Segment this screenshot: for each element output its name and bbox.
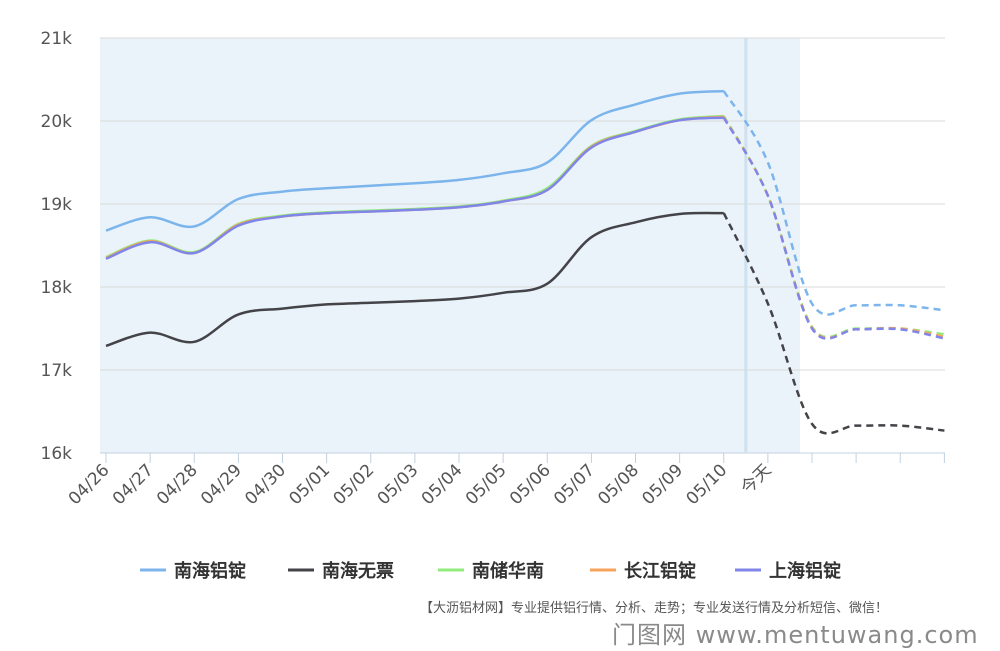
- x-tick-label: 04/30: [241, 460, 290, 509]
- x-tick-label: 05/09: [638, 460, 687, 509]
- series-lines: [105, 89, 945, 435]
- series-line: [105, 116, 724, 260]
- series-line: [105, 89, 724, 232]
- legend-item-label[interactable]: 南储华南: [472, 560, 544, 582]
- x-tick-label: 05/07: [550, 460, 599, 509]
- y-tick-label: 17k: [41, 361, 73, 381]
- legend-item-label[interactable]: 上海铝锭: [769, 560, 841, 582]
- x-tick-label: 05/06: [506, 460, 555, 509]
- x-tick-label: 05/03: [374, 460, 423, 509]
- legend[interactable]: 南海铝锭 南海无票 南储华南 长江铝锭 上海铝锭: [140, 560, 841, 582]
- x-tick-label: 今天: [737, 460, 775, 498]
- x-tick-label: 04/26: [65, 460, 114, 509]
- legend-item-label[interactable]: 南海铝锭: [174, 560, 246, 582]
- x-tick-label: 05/08: [594, 460, 643, 509]
- x-tick-label: 05/05: [462, 460, 511, 509]
- plot-highlight-band: [100, 38, 800, 453]
- series-line-forecast: [722, 117, 945, 340]
- x-tick-label: 04/29: [197, 460, 246, 509]
- series-line-forecast: [722, 212, 945, 435]
- y-tick-label: 21k: [41, 29, 73, 49]
- x-tick-label: 05/04: [418, 460, 467, 509]
- y-axis-ticks: 16k 17k 18k 19k 20k 21k: [41, 29, 73, 464]
- x-tick-label: 04/27: [109, 460, 158, 509]
- x-tick-label: 05/01: [285, 460, 334, 509]
- y-tick-label: 16k: [41, 444, 73, 464]
- series-line: [105, 211, 724, 348]
- legend-item-label[interactable]: 长江铝锭: [624, 560, 696, 582]
- series-line-forecast: [722, 90, 945, 316]
- y-tick-label: 18k: [41, 278, 73, 298]
- x-tick-label: 05/02: [329, 460, 378, 509]
- x-tick-label: 05/10: [682, 460, 731, 509]
- legend-item-label[interactable]: 南海无票: [322, 560, 394, 582]
- y-tick-label: 20k: [41, 112, 73, 132]
- brand-watermark: 门图网 www.mentuwang.com: [612, 621, 979, 649]
- x-tick-label: 04/28: [153, 460, 202, 509]
- y-tick-label: 19k: [41, 195, 73, 215]
- source-note: 【大沥铝材网】专业提供铝行情、分析、走势；专业发送行情及分析短信、微信！: [420, 601, 889, 616]
